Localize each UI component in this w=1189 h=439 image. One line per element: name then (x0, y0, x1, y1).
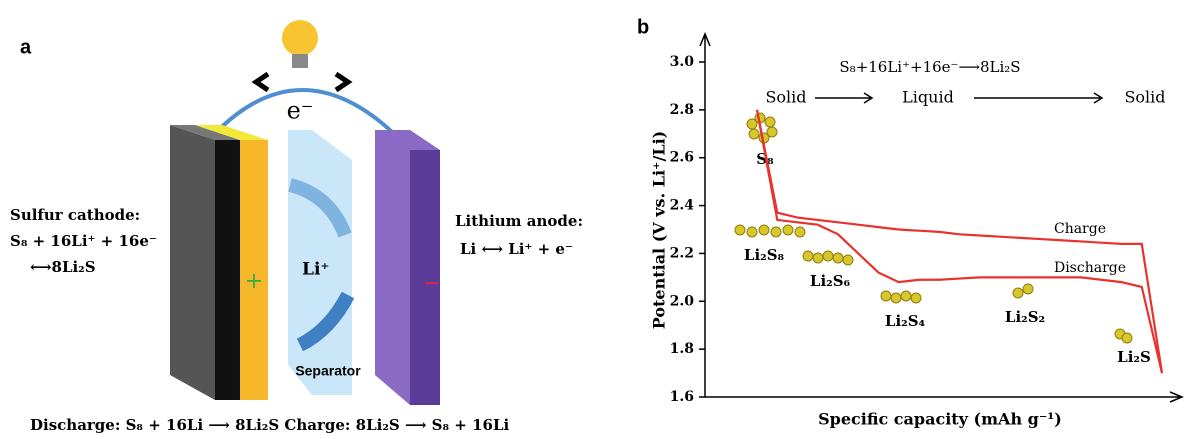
footer-equation: Discharge: S₈ + 16Li ⟶ 8Li₂S Charge: 8Li… (30, 416, 510, 434)
cathode-side (170, 125, 215, 400)
battery-diagram (170, 20, 440, 405)
series-label: Discharge (1054, 260, 1126, 276)
plus-sign: + (245, 269, 263, 294)
phase-label: Solid (1124, 88, 1165, 107)
y-tick-label: 2.4 (670, 198, 695, 214)
species-label: Li₂S₈ (744, 246, 785, 264)
reaction: S₈+16Li⁺+16e⁻⟶8Li₂S (839, 58, 1020, 76)
phase-label: Solid (765, 88, 806, 107)
cathode-equation: S₈ + 16Li⁺ + 16e⁻ (10, 232, 157, 250)
arrow-right (336, 74, 348, 90)
electron-label: e⁻ (287, 97, 314, 125)
minus-sign: − (423, 271, 441, 296)
y-tick-label: 2.8 (670, 102, 694, 118)
y-tick-label: 2.0 (670, 293, 695, 309)
ion-label: Li⁺ (302, 260, 329, 280)
y-tick-label: 3.0 (670, 54, 695, 70)
figure: a e⁻ Sulfur cathode: S₈ + 16Li⁺ + 16e⁻ ⟷… (0, 0, 1189, 439)
phase-label: Liquid (902, 88, 954, 107)
line (757, 110, 1162, 373)
line (757, 110, 1162, 373)
y-tick-label: 2.6 (670, 150, 694, 166)
y-tick-label: 1.6 (670, 389, 694, 405)
separator-label: Separator (295, 363, 361, 379)
species-label: Li₂S (1117, 348, 1151, 366)
cathode-equation: ⟷8Li₂S (30, 258, 96, 276)
panel-label: b (637, 16, 649, 38)
bulb (282, 20, 318, 56)
phase-arrows (815, 93, 1102, 103)
y-axis-title: Potential (V vs. Li⁺/Li) (650, 131, 669, 329)
x-axis-title: Specific capacity (mAh g⁻¹) (818, 410, 1062, 429)
series-label: Charge (1054, 221, 1106, 237)
y-tick-label: 2.2 (670, 245, 694, 261)
species-label: Li₂S₆ (810, 272, 851, 290)
species-label: Li₂S₄ (885, 312, 926, 330)
arrow-left (256, 74, 268, 90)
y-tick-label: 1.8 (670, 341, 694, 357)
species-label: Li₂S₂ (1005, 308, 1045, 326)
cathode-black (215, 140, 240, 400)
panel-label: a (20, 36, 32, 58)
bulb-base (292, 54, 308, 68)
anode-title: Lithium anode: (455, 212, 583, 230)
anode-equation: Li ⟷ Li⁺ + e⁻ (460, 240, 573, 258)
cathode-title: Sulfur cathode: (10, 206, 140, 224)
